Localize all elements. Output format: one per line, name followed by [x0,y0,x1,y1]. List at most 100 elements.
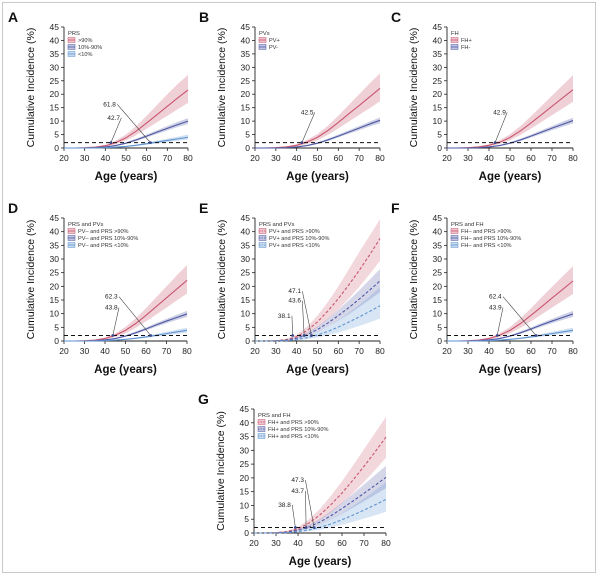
ci-band-series-2 [254,465,386,533]
annotation-marker [291,334,295,337]
y-tick-label: 15 [50,295,60,305]
x-tick-label: 50 [121,153,131,163]
annotation-marker [310,334,313,337]
y-tick-label: 35 [240,432,250,442]
annotation-marker [495,334,499,337]
panel-a: A Cumulative Incidence (%) Age (years) 0 5 10… [8,9,193,183]
y-tick-label: 45 [241,22,251,32]
y-tick-label: 40 [241,35,251,45]
y-tick-label: 10 [433,116,443,126]
panel-b: B Cumulative Incidence (%) Age (years) 0 5 10… [199,9,385,183]
y-tick-label: 35 [241,240,251,250]
x-tick-label: 70 [162,346,172,356]
y-tick-label: 5 [245,130,250,140]
y-tick-label: 25 [241,76,251,86]
x-tick-label: 50 [313,153,323,163]
legend-title: PRS and PVs [68,222,104,228]
annotation-marker [111,334,115,337]
x-tick-label: 70 [359,538,369,548]
panel-f: F Cumulative Incidence (%) Age (years) 0 5 10… [391,200,578,376]
y-tick-label: 15 [241,103,251,113]
legend-entry: PV- [269,45,278,51]
y-tick-label: 0 [437,143,442,153]
x-tick-label: 60 [526,346,536,356]
y-tick-label: 10 [241,309,251,319]
legend-entry: FH– and PRS <10% [461,243,512,249]
y-tick-label: 45 [50,22,60,32]
x-axis-label: Age (years) [289,556,352,568]
y-tick-label: 35 [50,240,60,250]
x-axis-label: Age (years) [286,364,349,376]
x-tick-label: 70 [547,153,557,163]
annotation-leader [118,296,151,336]
x-tick-label: 40 [484,153,494,163]
x-tick-label: 80 [375,153,385,163]
x-tick-label: 30 [463,346,473,356]
panel-g: G Cumulative Incidence (%) Age (years) 0 5 10… [198,391,391,568]
panel-label: C [391,9,401,25]
y-tick-label: 30 [241,62,251,72]
ci-band-series-1 [64,74,188,148]
y-axis-label: Cumulative Incidence (%) [408,28,420,148]
y-tick-label: 30 [240,445,250,455]
annotation-marker [302,334,306,337]
y-tick-label: 40 [433,35,443,45]
x-tick-label: 60 [334,153,344,163]
y-axis-label: Cumulative Incidence (%) [215,411,227,531]
y-tick-label: 25 [240,459,250,469]
annotation-leader [112,307,120,336]
y-tick-label: 10 [240,500,250,510]
annotation-leader [301,112,316,143]
x-tick-label: 40 [292,346,302,356]
panel-label: A [8,9,18,25]
y-tick-label: 15 [240,487,250,497]
annotation-label: 43.7 [291,488,304,495]
annotation-label: 47.3 [291,477,304,484]
y-tick-label: 25 [241,268,251,278]
x-tick-label: 50 [505,346,515,356]
line-series-3 [447,329,574,342]
annotation-leader [291,504,296,528]
annotation-marker [312,526,316,529]
panel-label: E [199,200,208,216]
panel-label: D [8,200,18,216]
annotation-label: 42.9 [493,109,506,116]
x-tick-label: 20 [59,346,69,356]
x-tick-label: 20 [250,153,260,163]
y-tick-label: 10 [50,309,60,319]
x-tick-label: 80 [568,153,578,163]
x-tick-label: 40 [101,153,111,163]
annotation-label: 62.4 [489,294,502,301]
annotation-label: 42.7 [107,115,120,122]
panel-e: E Cumulative Incidence (%) Age (years) 0 5 10… [199,200,385,376]
panel-label: G [198,391,209,407]
y-tick-label: 15 [241,295,251,305]
panel-d: D Cumulative Incidence (%) Age (years) 0 5 10… [8,200,192,376]
legend-entry: FH+ and PRS >90% [268,420,319,426]
x-tick-label: 50 [315,538,325,548]
x-tick-label: 70 [354,153,364,163]
y-tick-label: 45 [50,213,60,223]
y-tick-label: 0 [245,143,250,153]
y-axis-label: Cumulative Incidence (%) [25,28,37,148]
x-tick-label: 80 [183,153,193,163]
x-axis-label: Age (years) [479,364,542,376]
x-axis-label: Age (years) [94,364,157,376]
y-tick-label: 5 [244,514,249,524]
x-axis-label: Age (years) [286,171,349,183]
x-axis-label: Age (years) [479,171,542,183]
y-tick-label: 0 [437,336,442,346]
annotation-leader [494,112,508,143]
y-tick-label: 30 [50,254,60,264]
line-series-3 [64,329,188,342]
y-tick-label: 35 [241,49,251,59]
figure-frame: A Cumulative Incidence (%) Age (years) 0 5 10… [2,2,596,573]
x-tick-label: 50 [313,346,323,356]
y-tick-label: 30 [433,254,443,264]
annotation-marker [304,526,308,529]
legend-title: PRS [68,31,80,37]
x-tick-label: 80 [182,346,192,356]
y-axis-label: Cumulative Incidence (%) [216,28,228,148]
line-series-2 [255,119,381,149]
y-tick-label: 45 [240,404,250,414]
